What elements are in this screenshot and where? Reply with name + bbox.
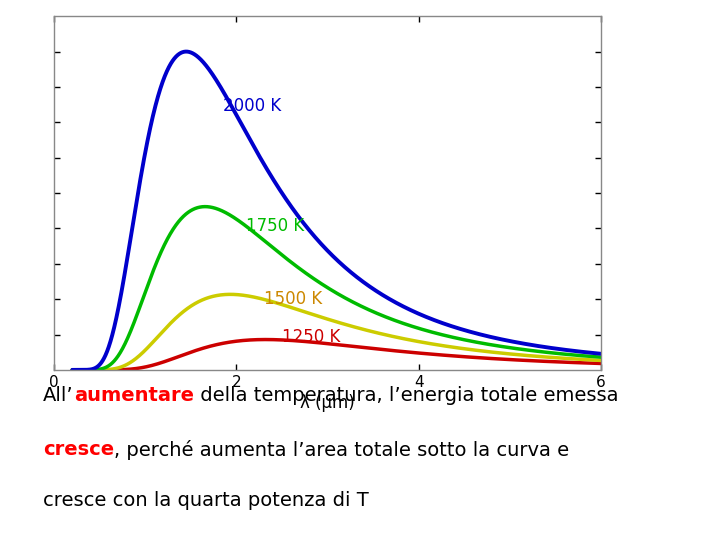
Text: , perché aumenta l’area totale sotto la curva e: , perché aumenta l’area totale sotto la … [114,440,570,460]
Text: aumentare: aumentare [74,386,194,405]
Text: 1750 K: 1750 K [246,218,304,235]
Text: cresce: cresce [43,440,114,459]
Text: 2000 K: 2000 K [222,97,281,115]
X-axis label: λ (μm): λ (μm) [300,394,355,412]
Text: della temperatura, l’energia totale emessa: della temperatura, l’energia totale emes… [194,386,618,405]
Text: 1250 K: 1250 K [282,328,341,346]
Text: 1500 K: 1500 K [264,290,322,308]
Text: All’: All’ [43,386,74,405]
Text: cresce con la quarta potenza di T: cresce con la quarta potenza di T [43,491,369,510]
